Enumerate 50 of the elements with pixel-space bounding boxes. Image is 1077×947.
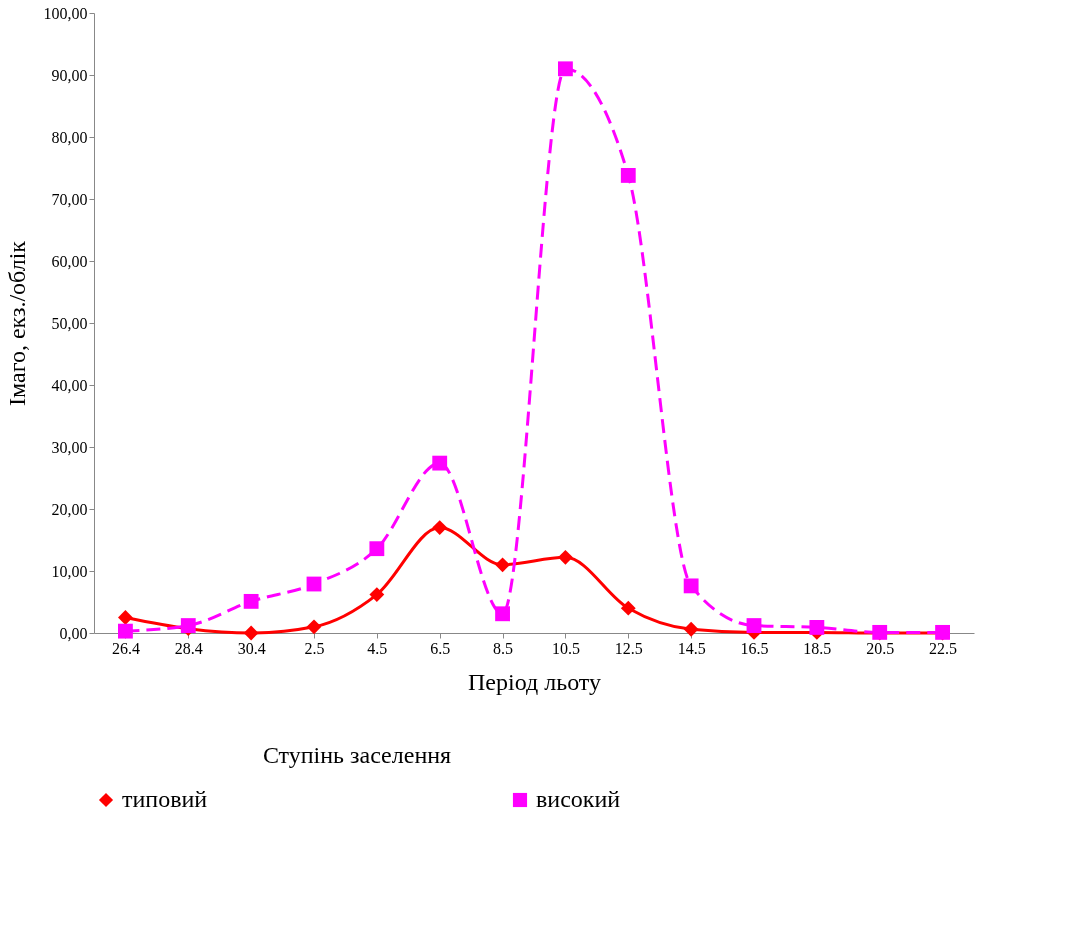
point <box>118 623 133 639</box>
x-tick-label: 22.5 <box>929 639 958 657</box>
point <box>369 541 385 557</box>
point <box>118 610 133 625</box>
x-tick-label: 12.5 <box>614 639 643 657</box>
x-tick-label: 2.5 <box>304 639 325 657</box>
x-tick-label: 18.5 <box>803 639 832 657</box>
y-tick-label: 0,00 <box>59 624 88 642</box>
y-tick-label: 100,00 <box>43 4 88 22</box>
x-tick-label: 4.5 <box>367 639 388 657</box>
point <box>558 61 573 77</box>
legend-title: Ступінь заселення <box>262 742 452 768</box>
x-tick-label: 6.5 <box>430 639 451 657</box>
legend-label: високий <box>536 786 621 812</box>
y-tick-label: 20,00 <box>51 500 88 518</box>
point <box>180 618 196 633</box>
point <box>558 549 573 565</box>
y-tick-label: 50,00 <box>51 314 88 332</box>
y-tick-label: 10,00 <box>51 562 88 580</box>
point <box>683 621 699 637</box>
point <box>620 600 636 616</box>
x-tick-label: 26.4 <box>111 639 140 657</box>
y-tick-label: 40,00 <box>51 376 88 394</box>
y-axis-title: Імаго, екз./облік <box>3 240 30 406</box>
point <box>620 168 636 183</box>
point <box>809 620 825 635</box>
x-tick-label: 8.5 <box>493 639 514 657</box>
x-tick-label: 20.5 <box>866 639 895 657</box>
x-tick-label: 30.4 <box>237 639 266 657</box>
y-tick-label: 60,00 <box>51 252 88 270</box>
point <box>306 619 322 635</box>
x-tick-label: 28.4 <box>174 639 203 657</box>
legend-label: типовий <box>122 786 208 812</box>
x-tick-label: 16.5 <box>740 639 769 657</box>
y-tick-label: 70,00 <box>51 190 88 208</box>
point <box>369 587 385 602</box>
y-tick-label: 30,00 <box>51 438 88 456</box>
point <box>495 557 510 573</box>
point <box>683 578 699 594</box>
y-tick-label: 80,00 <box>51 128 88 146</box>
point <box>432 520 448 536</box>
point <box>746 618 762 633</box>
x-tick-label: 14.5 <box>677 639 706 657</box>
point <box>432 455 448 471</box>
point <box>243 625 259 641</box>
point <box>243 593 259 609</box>
point <box>495 606 510 622</box>
y-tick-label: 90,00 <box>51 66 88 84</box>
x-tick-label: 10.5 <box>551 639 580 657</box>
x-axis-title: Період льоту <box>468 668 601 695</box>
